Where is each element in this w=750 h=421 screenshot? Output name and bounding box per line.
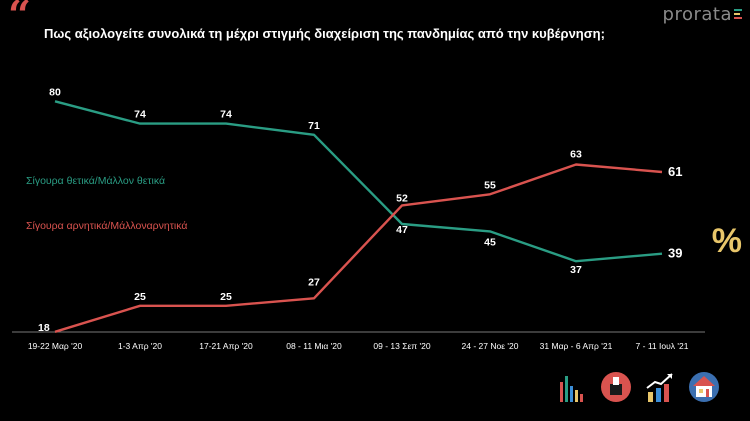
data-label-negative: 52 — [396, 192, 408, 204]
logo-bars-icon — [734, 9, 742, 23]
x-tick-label: 24 - 27 Νοε '20 — [462, 341, 519, 351]
data-label-negative: 18 — [38, 322, 50, 334]
prorata-logo: prorata — [663, 4, 732, 25]
x-tick-label: 09 - 13 Σεπ '20 — [373, 341, 430, 351]
data-label-negative: 25 — [220, 291, 232, 303]
x-tick-label: 1-3 Απρ '20 — [118, 341, 162, 351]
x-tick-label: 17-21 Απρ '20 — [199, 341, 253, 351]
data-label-negative: 63 — [570, 149, 582, 161]
x-tick-label: 08 - 11 Μια '20 — [286, 341, 342, 351]
x-tick-label: 7 - 11 Ιουλ '21 — [636, 341, 689, 351]
x-tick-label: 31 Μαρ - 6 Απρ '21 — [540, 341, 613, 351]
bottom-icons — [556, 370, 726, 406]
percent-icon: % — [711, 222, 742, 260]
series-line-negative — [54, 163, 663, 333]
data-label-negative: 25 — [134, 291, 146, 303]
data-label-positive: 74 — [134, 109, 146, 121]
data-label-positive: 37 — [570, 264, 582, 276]
house-icon — [689, 372, 719, 402]
data-label-negative: 61 — [668, 164, 682, 179]
bar-chart-icon — [560, 376, 583, 402]
logo-text: prorata — [662, 4, 732, 25]
series-line-positive — [54, 100, 663, 263]
trend-up-icon — [646, 373, 673, 402]
data-label-positive: 71 — [308, 120, 320, 132]
data-label-positive: 74 — [220, 109, 232, 121]
x-tick-label: 19-22 Μαρ '20 — [28, 341, 83, 351]
data-label-negative: 27 — [308, 276, 320, 288]
ballot-box-icon — [601, 372, 631, 402]
data-label-positive: 39 — [668, 246, 682, 261]
quote-icon: “ — [8, 0, 32, 39]
legend-label-negative: Σίγουρα αρνητικά/Μάλλοναρνητικά — [26, 220, 187, 232]
data-label-positive: 47 — [396, 224, 408, 236]
chart-title: Πως αξιολογείτε συνολικά τη μέχρι στιγμή… — [44, 26, 605, 41]
legend-label-positive: Σίγουρα θετικά/Μάλλον θετικά — [26, 175, 165, 187]
data-label-positive: 45 — [484, 236, 496, 248]
data-label-negative: 55 — [484, 179, 496, 191]
data-label-positive: 80 — [49, 86, 61, 98]
